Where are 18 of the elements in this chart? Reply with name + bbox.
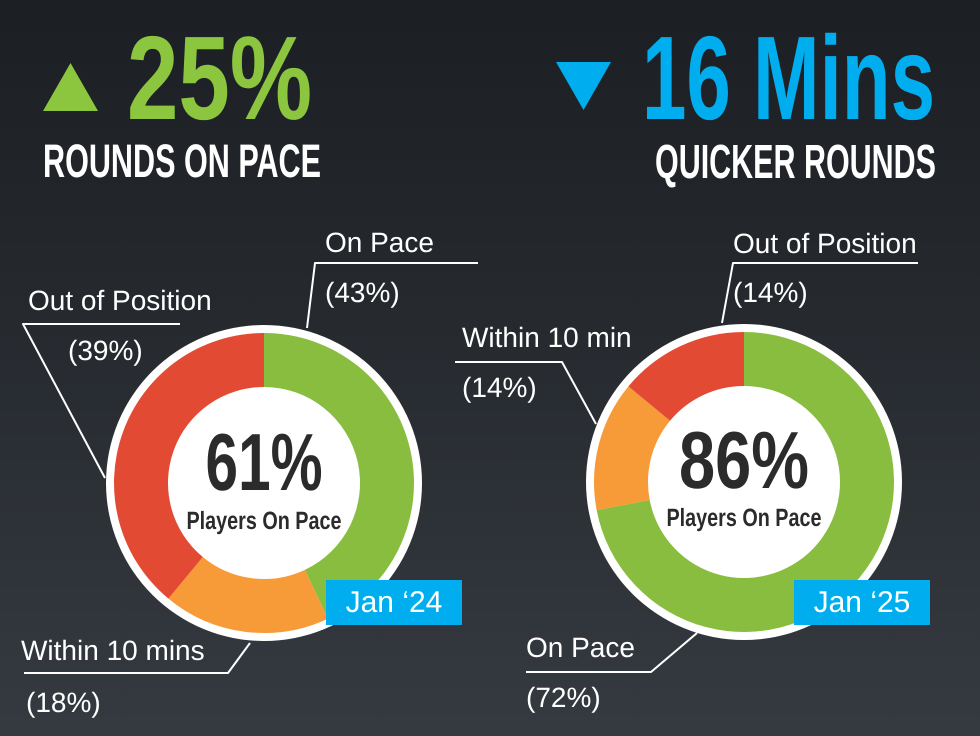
- data-label: (14%): [733, 277, 808, 308]
- tag-badge: Jan ‘24: [326, 580, 462, 625]
- slice-label: Out of Position: [733, 228, 917, 259]
- slice-label: Within 10 mins: [21, 635, 205, 666]
- data-label: (43%): [325, 277, 400, 308]
- slice-label: Within 10 min: [462, 322, 632, 353]
- tag-badge: Jan ‘25: [794, 580, 930, 625]
- slice-label: Out of Position: [28, 285, 212, 316]
- data-label: (39%): [68, 335, 143, 366]
- slice-label: On Pace: [526, 632, 635, 663]
- slice-label: On Pace: [325, 227, 434, 258]
- data-label: (18%): [26, 687, 101, 718]
- text: Players On Pace: [186, 506, 342, 535]
- data-label: (72%): [526, 682, 601, 713]
- text: Players On Pace: [666, 504, 822, 532]
- text: 86%: [678, 416, 810, 506]
- data-label: (14%): [462, 372, 537, 403]
- text: 61%: [206, 418, 322, 508]
